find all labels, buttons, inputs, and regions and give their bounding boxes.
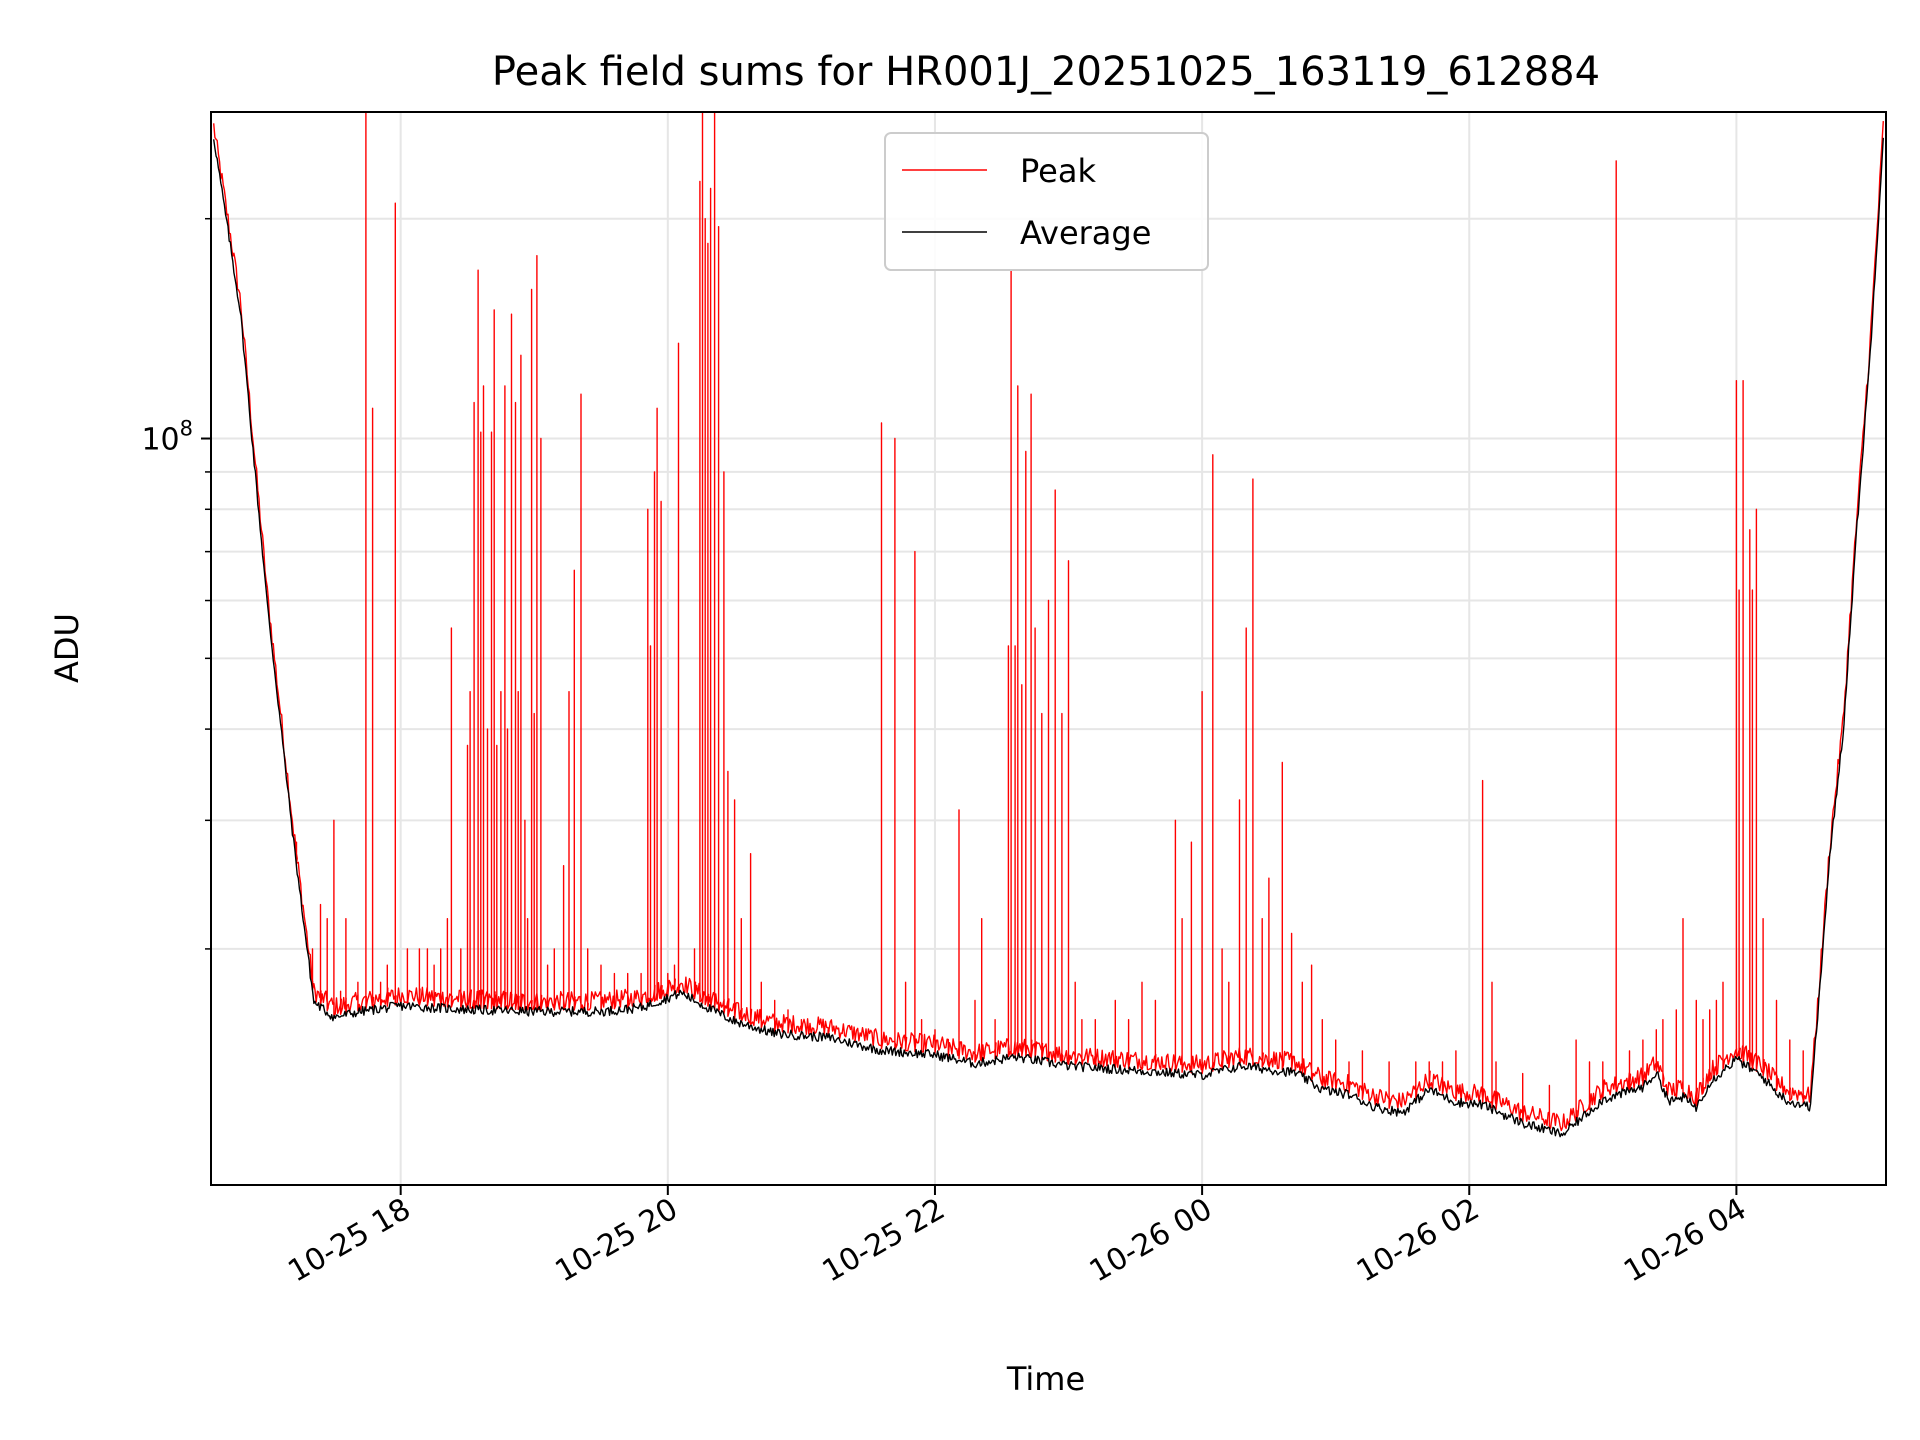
legend-label-peak: Peak (1020, 152, 1096, 190)
y-axis-label: ADU (48, 613, 86, 683)
series-line-average (213, 137, 1884, 1138)
x-axis-label: Time (1006, 1360, 1085, 1398)
legend: Peak Average (884, 132, 1209, 271)
y-tick-label: 108 (141, 417, 193, 458)
plot-frame (210, 111, 1887, 1186)
legend-label-average: Average (1020, 214, 1151, 252)
legend-box (884, 132, 1209, 271)
series-layer (213, 112, 1884, 1138)
chart-title: Peak field sums for HR001J_20251025_1631… (492, 49, 1600, 95)
